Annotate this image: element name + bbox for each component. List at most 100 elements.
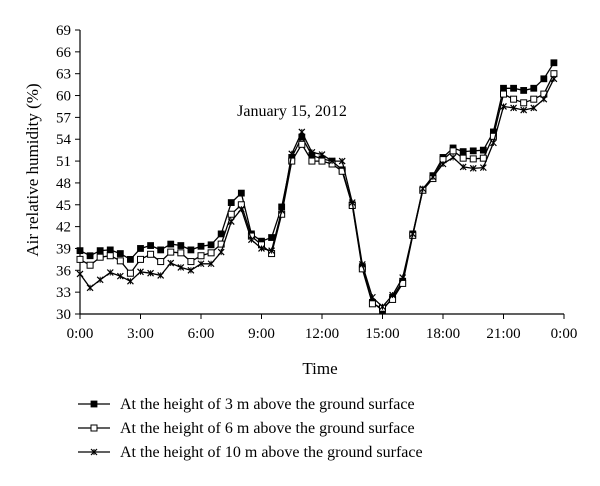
data-point-marker — [86, 284, 94, 292]
data-point-marker — [126, 269, 134, 277]
data-point-marker — [157, 271, 165, 279]
y-tick-label: 69 — [56, 23, 71, 39]
data-point-marker — [137, 245, 144, 252]
data-point-marker — [288, 150, 296, 158]
chart-title: January 15, 2012 — [237, 103, 347, 120]
series-line — [79, 78, 555, 308]
data-point-marker — [106, 246, 114, 254]
data-point-marker — [449, 154, 457, 161]
data-point-marker — [157, 258, 165, 266]
x-axis-label: Time — [302, 359, 337, 378]
data-point-marker — [207, 241, 215, 249]
data-point-marker — [469, 164, 477, 172]
data-point-marker — [106, 269, 114, 276]
data-point-marker — [147, 250, 155, 258]
series-2 — [76, 70, 558, 312]
data-point-marker — [520, 106, 528, 114]
data-point-marker — [358, 261, 366, 268]
data-point-marker — [227, 199, 235, 206]
data-point-marker — [167, 240, 175, 248]
data-point-marker — [530, 95, 538, 103]
data-point-marker — [459, 154, 467, 162]
data-point-marker — [237, 205, 245, 213]
data-point-marker — [76, 255, 84, 263]
data-point-marker — [500, 103, 507, 110]
data-point-marker — [106, 252, 114, 260]
data-point-marker — [116, 257, 124, 265]
data-point-marker — [96, 253, 104, 261]
x-tick-label: 3:00 — [127, 326, 154, 342]
legend-label: At the height of 6 m above the ground su… — [120, 420, 415, 437]
data-point-marker — [157, 246, 165, 254]
data-point-marker — [207, 249, 215, 257]
data-point-marker — [459, 163, 467, 171]
y-tick-label: 57 — [56, 110, 72, 126]
data-point-marker — [459, 148, 467, 156]
data-point-marker — [489, 139, 497, 147]
legend-label: At the height of 10 m above the ground s… — [120, 444, 423, 461]
data-point-marker — [550, 59, 558, 67]
data-point-marker — [308, 148, 316, 156]
data-point-marker — [540, 95, 548, 103]
y-tick-label: 54 — [56, 132, 72, 148]
data-point-marker — [520, 87, 528, 94]
y-tick-label: 45 — [56, 198, 71, 214]
data-point-marker — [368, 293, 376, 301]
data-point-marker — [76, 247, 84, 255]
data-point-marker — [137, 268, 144, 276]
y-tick-label: 30 — [56, 307, 71, 323]
x-tick-label: 0:00 — [67, 326, 94, 342]
data-point-marker — [318, 151, 326, 158]
data-point-marker — [197, 252, 205, 260]
data-point-marker — [338, 157, 346, 165]
x-tick-label: 9:00 — [248, 326, 275, 342]
data-point-marker — [116, 272, 124, 280]
data-point-marker — [90, 400, 98, 408]
data-point-marker — [116, 250, 124, 257]
data-point-marker — [278, 207, 286, 215]
data-point-marker — [177, 249, 185, 257]
data-point-marker — [86, 252, 94, 260]
data-point-marker — [479, 164, 487, 172]
x-tick-label: 0:00 — [551, 326, 578, 342]
data-point-marker — [379, 303, 386, 311]
data-point-marker — [510, 95, 518, 103]
y-tick-label: 39 — [56, 241, 71, 257]
data-point-marker — [439, 160, 447, 168]
y-tick-label: 51 — [56, 154, 71, 170]
x-tick-label: 12:00 — [305, 326, 339, 342]
data-point-marker — [540, 75, 548, 83]
data-point-marker — [237, 189, 245, 197]
data-point-marker — [530, 84, 538, 92]
series-3 — [76, 75, 558, 311]
data-point-marker — [399, 274, 407, 282]
data-point-marker — [217, 248, 225, 256]
data-point-marker — [288, 157, 296, 165]
y-tick-label: 33 — [56, 285, 71, 301]
data-point-marker — [409, 230, 417, 238]
data-point-marker — [137, 255, 144, 263]
data-point-marker — [147, 242, 154, 249]
data-point-marker — [510, 104, 518, 112]
data-point-marker — [368, 300, 376, 308]
x-tick-label: 21:00 — [486, 326, 520, 342]
legend-entry: At the height of 10 m above the ground s… — [78, 444, 423, 461]
data-point-marker — [348, 199, 356, 207]
data-point-marker — [489, 132, 497, 140]
data-point-marker — [177, 242, 185, 249]
data-point-marker — [197, 260, 205, 268]
data-point-marker — [429, 173, 437, 181]
data-point-marker — [258, 245, 265, 252]
legend-entry: At the height of 3 m above the ground su… — [78, 396, 415, 413]
y-tick-label: 36 — [56, 263, 72, 279]
data-point-marker — [167, 259, 175, 267]
data-point-marker — [389, 291, 397, 299]
y-axis-label: Air relative humidity (%) — [23, 83, 42, 256]
legend-label: At the height of 3 m above the ground su… — [120, 396, 415, 413]
data-point-marker — [227, 210, 235, 218]
data-point-marker — [298, 140, 306, 148]
legend-entry: At the height of 6 m above the ground su… — [78, 420, 415, 437]
data-point-marker — [76, 270, 84, 278]
y-tick-label: 48 — [56, 176, 71, 192]
